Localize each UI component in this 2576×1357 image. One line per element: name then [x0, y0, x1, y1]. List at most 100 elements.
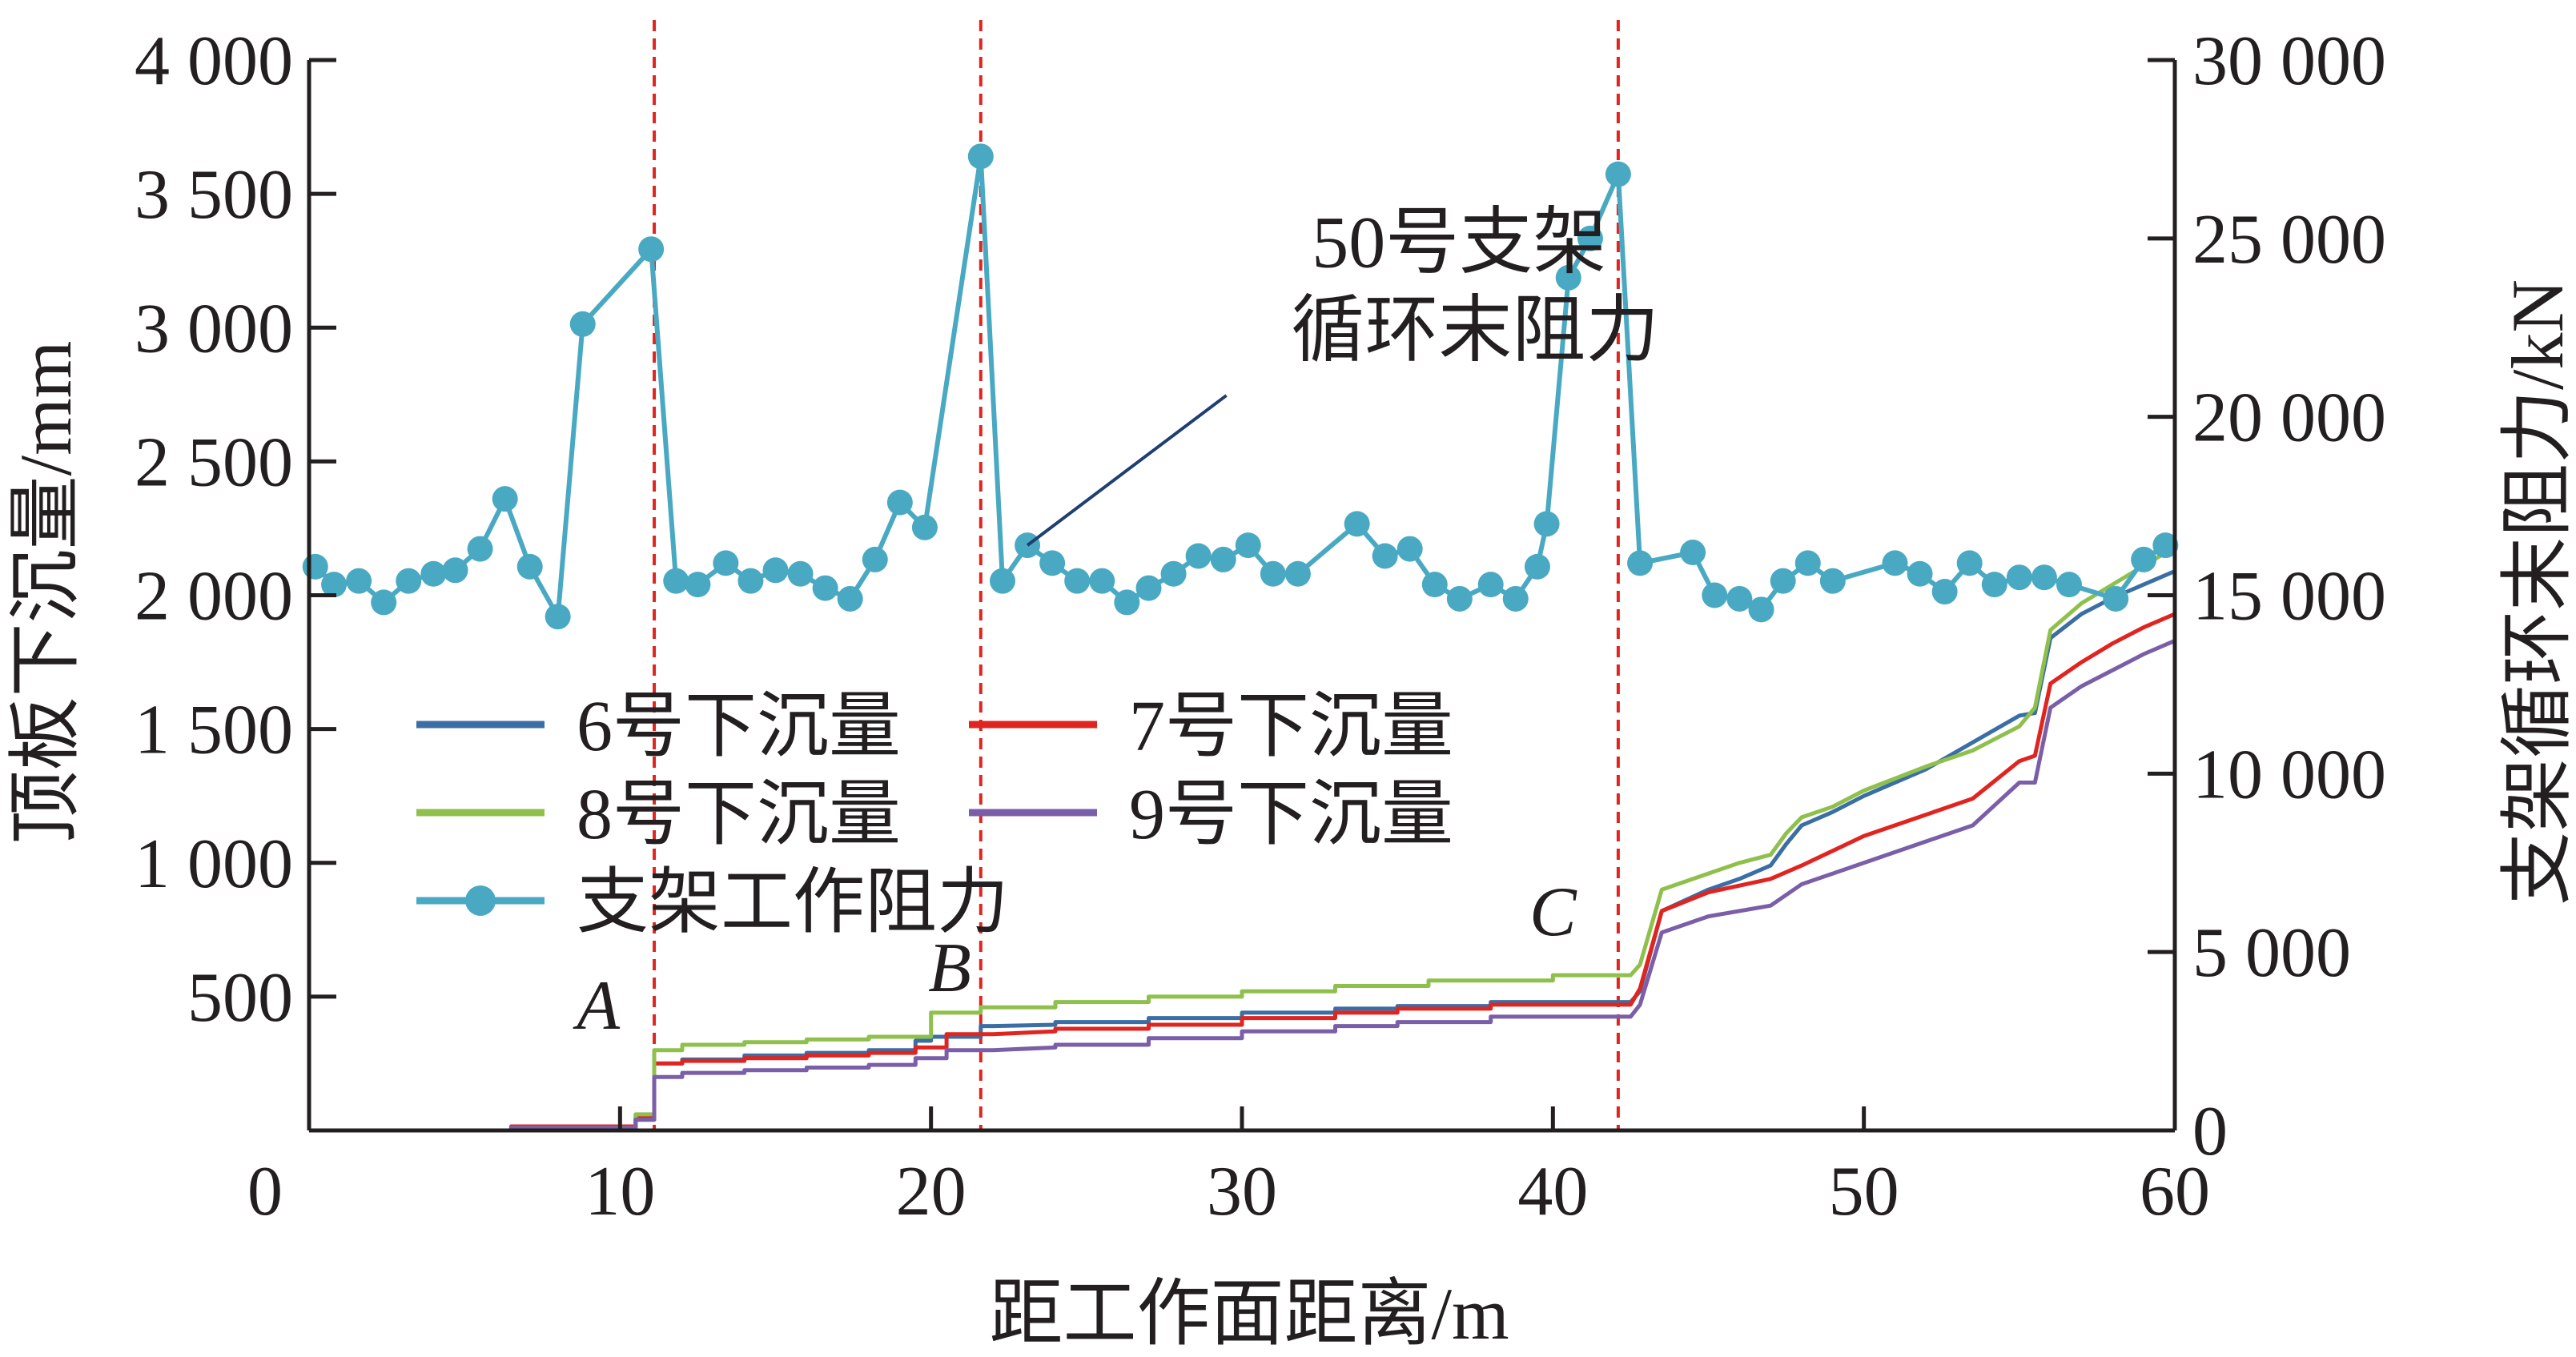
legend-marker	[465, 885, 496, 916]
resistance-point	[1577, 225, 1603, 251]
y-left-tick-label: 3 000	[135, 290, 293, 367]
resistance-point	[371, 589, 397, 616]
resistance-point	[787, 560, 814, 587]
resistance-point	[1210, 546, 1236, 572]
y-right-tick-label: 15 000	[2192, 558, 2386, 636]
resistance-point	[569, 311, 596, 337]
resistance-point	[1372, 543, 1398, 569]
resistance-point	[1748, 596, 1774, 623]
x-tick-label: 10	[585, 1153, 655, 1231]
resistance-point	[1089, 568, 1115, 594]
x-tick-label: 60	[2140, 1153, 2210, 1231]
resistance-point	[321, 572, 348, 598]
resistance-point	[1680, 540, 1706, 566]
y-left-tick-label: 1 000	[135, 825, 293, 903]
y-right-tick-label: 0	[2192, 1093, 2228, 1170]
reference-lines: A B C	[573, 20, 1620, 1130]
legend-label-4: 9号下沉量	[1129, 775, 1453, 854]
resistance-point	[1702, 582, 1728, 608]
resistance-point	[1794, 550, 1821, 576]
resistance-point	[1477, 572, 1504, 598]
resistance-point	[396, 568, 422, 594]
resistance-point	[1397, 536, 1423, 562]
y-right-tick-label: 20 000	[2192, 379, 2386, 457]
reference-label-C: C	[1529, 873, 1577, 951]
resistance-point	[1502, 585, 1529, 612]
resistance-point	[467, 536, 493, 562]
resistance-point	[837, 585, 863, 612]
resistance-point	[2006, 564, 2032, 591]
resistance-point	[2152, 532, 2179, 559]
resistance-point	[989, 568, 1015, 594]
resistance-point	[911, 514, 938, 540]
y-right-axis-label: 支架循环末阻力/kN	[2497, 279, 2576, 905]
y-left-tick-label: 1 500	[135, 692, 293, 769]
resistance-point	[516, 553, 543, 580]
series-line-2	[309, 612, 2176, 1133]
resistance-point	[2131, 546, 2157, 572]
resistance-point	[1819, 568, 1846, 594]
series-line-4	[309, 639, 2176, 1133]
resistance-point	[685, 572, 711, 598]
resistance-point	[967, 143, 994, 170]
resistance-point	[1260, 560, 1286, 587]
resistance-point	[302, 553, 328, 580]
resistance-point	[1533, 511, 1560, 537]
x-tick-label: 50	[1829, 1153, 1899, 1231]
annotation-text-line: 循环末阻力	[1291, 289, 1659, 371]
resistance-point	[1421, 572, 1448, 598]
y-left-tick-label: 3 500	[135, 156, 293, 234]
resistance-point	[492, 486, 518, 512]
resistance-point	[2056, 572, 2082, 598]
resistance-point	[1064, 568, 1091, 594]
x-tick-label: 20	[896, 1153, 967, 1231]
annotation-pointer	[1026, 394, 1228, 547]
resistance-point	[1135, 575, 1162, 601]
x-axis-label: 距工作面距离/m	[989, 1273, 1509, 1355]
resistance-point	[812, 575, 838, 601]
resistance-point	[1284, 560, 1311, 587]
resistance-point	[2031, 564, 2057, 591]
legend-label-2: 7号下沉量	[1129, 687, 1453, 766]
resistance-point	[420, 560, 447, 587]
resistance-point	[1770, 568, 1796, 594]
resistance-point	[442, 557, 468, 584]
legend-label-1: 6号下沉量	[577, 687, 901, 766]
tick-marks-and-labels: 0 10 20 30 40 50 60 500 1 000 1 500 2 000 2 500 3 00…	[135, 22, 2386, 1231]
y-right-tick-label: 30 000	[2192, 22, 2386, 100]
x-tick-label: 30	[1207, 1153, 1277, 1231]
legend-label-5: 支架工作阻力	[577, 863, 1009, 942]
resistance-point	[1235, 532, 1261, 559]
resistance-point	[1114, 589, 1140, 616]
resistance-point	[1185, 543, 1212, 569]
resistance-point	[1981, 572, 2007, 598]
resistance-point	[886, 489, 913, 516]
y-left-tick-label: 500	[187, 959, 293, 1037]
resistance-point	[1956, 550, 1983, 576]
resistance-point	[762, 557, 789, 584]
resistance-point	[737, 568, 764, 594]
y-left-axis-label: 顶板下沉量/mm	[5, 341, 86, 845]
resistance-point	[1524, 553, 1550, 580]
resistance-point	[862, 546, 888, 572]
legend-label-3: 8号下沉量	[577, 775, 901, 854]
resistance-point	[545, 604, 571, 630]
y-right-tick-label: 10 000	[2192, 736, 2386, 813]
plot-series	[302, 143, 2179, 1133]
x-tick-label: 0	[247, 1153, 283, 1231]
series-line-3	[309, 545, 2176, 1133]
resistance-point	[1907, 560, 1933, 587]
resistance-point	[1726, 585, 1753, 612]
resistance-point	[1605, 161, 1631, 187]
y-right-tick-label: 5 000	[2192, 914, 2351, 992]
resistance-point	[638, 236, 665, 263]
resistance-point	[713, 550, 739, 576]
resistance-point	[1344, 511, 1370, 537]
resistance-point	[1882, 550, 1908, 576]
resistance-point	[2103, 585, 2129, 612]
resistance-point	[1039, 550, 1066, 576]
resistance-point	[1931, 579, 1958, 605]
